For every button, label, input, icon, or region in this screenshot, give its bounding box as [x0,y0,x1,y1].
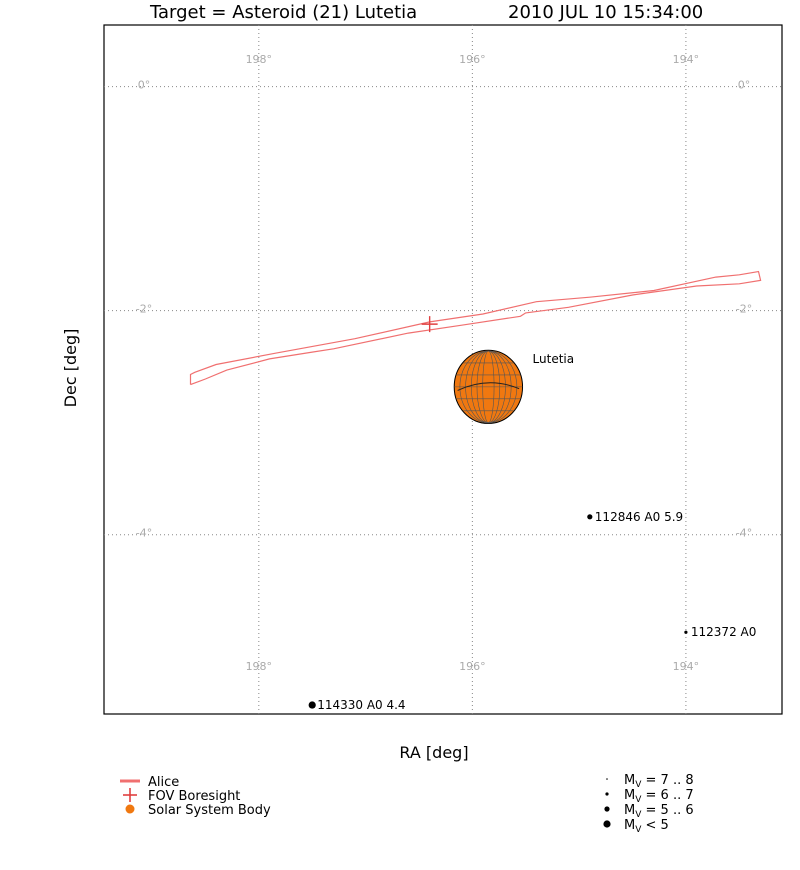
legend-mag-marker [606,778,608,780]
tick-label-dec-right: 0° [738,79,751,92]
asteroid-lutetia [453,349,524,424]
x-axis-label: RA [deg] [399,743,468,762]
legend-mag-label: MV = 6 .. 7 [624,788,694,805]
star-label: 112372 A0 [691,625,756,639]
star-layer: 112846 A0 5.9 112372 A0 114330 A0 4.4 [308,510,756,712]
legend-mag-label: MV = 7 .. 8 [624,773,694,790]
tick-label-dec-right: -2° [736,303,752,316]
star-marker [684,630,688,634]
tick-label-ra-top: 194° [673,53,700,66]
chart-title-time: 2010 JUL 10 15:34:00 [508,2,703,23]
tick-label-dec-left: -4° [136,527,152,540]
tick-label-ra-bottom: 196° [459,660,486,673]
tick-label-ra-bottom: 198° [246,660,273,673]
legend-mag-marker [605,792,609,796]
star-label: 114330 A0 4.4 [317,698,405,712]
tick-label-dec-right: -4° [736,527,752,540]
star-marker [308,701,316,709]
legend-mag-label: MV < 5 [624,818,669,835]
legend-label: Alice [148,775,179,790]
grid [104,25,782,714]
tick-labels: 198° 198° 196° 196° 194° 194° 0° 0° -2° -2° -4° -4° [136,53,752,673]
asteroid-label: Lutetia [533,352,575,366]
legend-mag-marker [604,806,610,812]
fov-layer [189,270,762,386]
body-layer: Lutetia [453,349,575,424]
y-axis-label: Dec [deg] [61,329,80,408]
legend-label: FOV Boresight [148,789,240,804]
tick-label-ra-top: 198° [246,53,273,66]
legend-swatch-dot [125,804,135,814]
legend-mag-label: MV = 5 .. 6 [624,803,694,820]
star-label: 112846 A0 5.9 [595,510,683,524]
asteroid-terminator [457,382,520,391]
tick-label-dec-left: -2° [136,303,152,316]
tick-label-dec-left: 0° [138,79,151,92]
star-marker [587,514,593,520]
fov-outline-alice [189,270,762,386]
plot-frame [103,24,783,715]
tick-label-ra-top: 196° [459,53,486,66]
tick-label-ra-bottom: 194° [673,660,700,673]
legend-mag-marker [603,820,611,828]
asteroid-meridian [459,350,518,424]
legend-label: Solar System Body [148,803,271,818]
chart-title-target: Target = Asteroid (21) Lutetia [149,2,417,23]
